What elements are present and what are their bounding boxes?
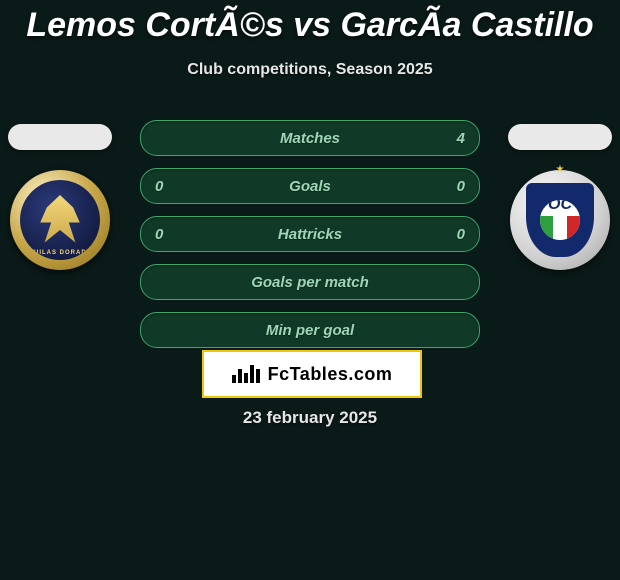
- stat-label: Goals: [289, 178, 331, 195]
- left-team-badge-label: AGUILAS DORADAS: [20, 250, 100, 256]
- stripe-white: [553, 216, 566, 240]
- stat-right-value: 0: [457, 178, 465, 195]
- left-team-column: AGUILAS DORADAS: [10, 170, 110, 270]
- stat-right-value: 4: [457, 130, 465, 147]
- right-team-stripes: [540, 216, 580, 240]
- stat-row-goals-per-match: Goals per match: [140, 264, 480, 300]
- right-team-monogram: OC: [540, 197, 580, 214]
- bar-chart-icon: [232, 365, 262, 383]
- player-left-name-pill: [8, 124, 112, 150]
- stat-left-value: 0: [155, 226, 163, 243]
- left-team-badge-inner: AGUILAS DORADAS: [20, 180, 100, 260]
- comparison-infographic: Lemos CortÃ©s vs GarcÃa Castillo Club co…: [0, 0, 620, 580]
- stripe-red: [567, 216, 580, 240]
- star-icon: ★: [556, 164, 565, 175]
- stat-label: Hattricks: [278, 226, 342, 243]
- stats-column: Matches 4 0 Goals 0 0 Hattricks 0 Goals …: [140, 120, 480, 360]
- stat-label: Min per goal: [266, 322, 354, 339]
- player-right-name-pill: [508, 124, 612, 150]
- brand-box: FcTables.com: [202, 350, 422, 398]
- right-team-badge: ★ OC: [510, 170, 610, 270]
- date-label: 23 february 2025: [0, 408, 620, 428]
- stat-row-hattricks: 0 Hattricks 0: [140, 216, 480, 252]
- eagle-icon: [38, 195, 82, 245]
- right-team-column: ★ OC: [510, 170, 610, 270]
- stat-left-value: 0: [155, 178, 163, 195]
- page-subtitle: Club competitions, Season 2025: [0, 61, 620, 79]
- page-title: Lemos CortÃ©s vs GarcÃa Castillo: [0, 0, 620, 45]
- left-team-badge: AGUILAS DORADAS: [10, 170, 110, 270]
- stat-label: Goals per match: [251, 274, 369, 291]
- right-team-circle: OC: [537, 197, 583, 243]
- stat-row-min-per-goal: Min per goal: [140, 312, 480, 348]
- stat-label: Matches: [280, 130, 340, 147]
- right-team-shield: OC: [526, 183, 594, 257]
- stripe-green: [540, 216, 553, 240]
- stat-row-matches: Matches 4: [140, 120, 480, 156]
- stat-row-goals: 0 Goals 0: [140, 168, 480, 204]
- stat-right-value: 0: [457, 226, 465, 243]
- brand-text: FcTables.com: [268, 364, 393, 385]
